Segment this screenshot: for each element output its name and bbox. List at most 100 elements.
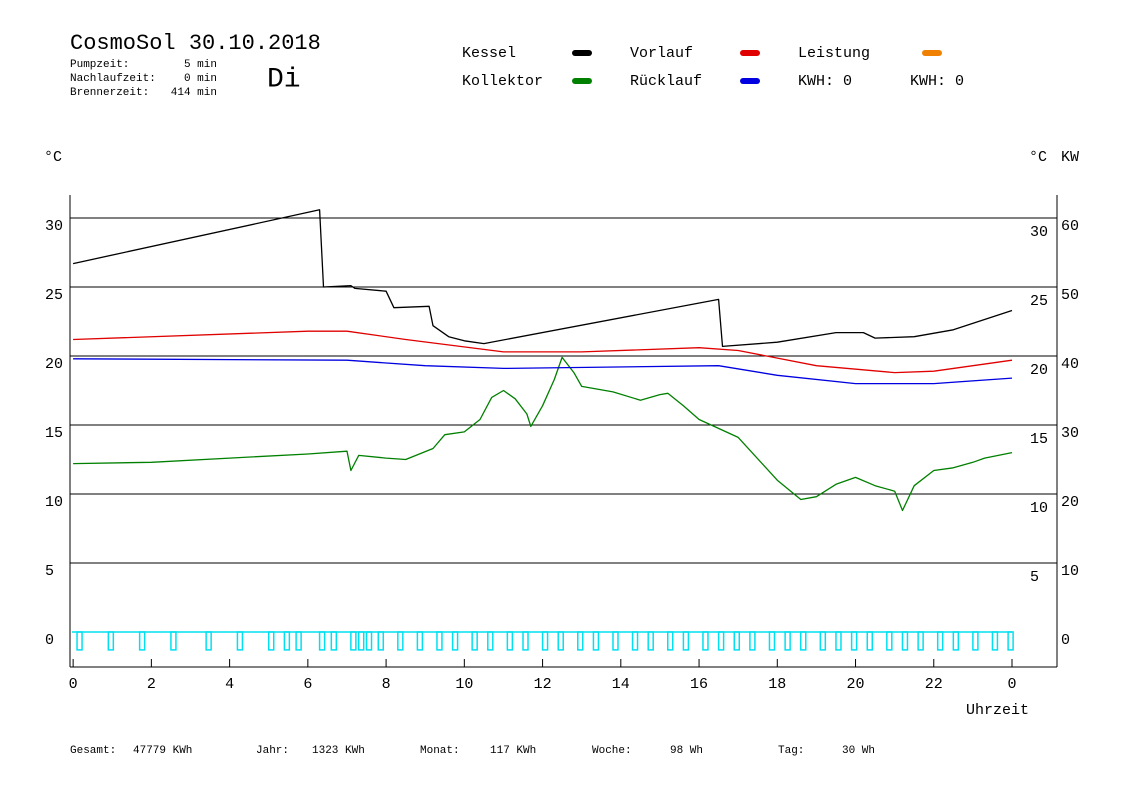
pump-pulse	[107, 631, 115, 651]
pump-pulse	[866, 631, 874, 651]
x-tick-label: 6	[303, 676, 312, 693]
x-tick-label: 18	[768, 676, 786, 693]
pump-pulse	[522, 631, 529, 651]
y-tick-label: 30	[45, 218, 63, 235]
pump-pulse	[236, 631, 244, 651]
pump-pulse	[749, 631, 756, 651]
chart-title: CosmoSol 30.10.2018	[70, 31, 321, 56]
pump-pulse	[76, 631, 83, 651]
pump-pulse	[901, 631, 909, 651]
y-axis-label: °C	[44, 149, 62, 166]
x-tick-label: 12	[534, 676, 552, 693]
pump-pulse	[733, 631, 741, 651]
footer-value: 117 KWh	[490, 745, 536, 757]
pump-pulse	[784, 631, 791, 651]
x-tick-label: 0	[1008, 676, 1017, 693]
kwh-label: KWH: 0	[910, 73, 964, 90]
x-tick-label: 4	[225, 676, 234, 693]
series-line	[73, 356, 1013, 512]
y-tick-label: 25	[45, 287, 63, 304]
pump-pulse	[487, 631, 494, 651]
legend-label: Kollektor	[462, 73, 543, 90]
footer-label: Gesamt:	[70, 745, 116, 757]
y2-celsius-tick-label: 20	[1030, 362, 1048, 379]
info-label: Brennerzeit:	[70, 87, 149, 99]
pump-pulse	[592, 631, 600, 651]
footer-label: Monat:	[420, 745, 460, 757]
y2-tick-label: 30	[1061, 425, 1079, 442]
pump-pulse	[138, 631, 146, 651]
legend-label: Kessel	[462, 45, 516, 62]
pump-pulse	[850, 631, 858, 651]
y2-tick-label: 10	[1061, 563, 1079, 580]
footer-value: 30 Wh	[842, 745, 875, 757]
pump-pulse	[318, 631, 326, 651]
pump-pulse	[170, 631, 177, 651]
pump-pulse	[365, 631, 373, 651]
pump-pulse	[936, 631, 944, 651]
series-line	[72, 209, 1013, 348]
info-value: 5 min	[184, 59, 217, 71]
y-tick-label: 20	[45, 356, 63, 373]
pump-pulse	[471, 631, 478, 651]
y2-axis-label-celsius: °C	[1029, 149, 1047, 166]
pump-pulse	[667, 631, 674, 651]
x-tick-label: 2	[147, 676, 156, 693]
pump-pulse	[283, 631, 291, 651]
footer-label: Woche:	[592, 745, 632, 757]
x-tick-label: 10	[455, 676, 473, 693]
info-label: Nachlaufzeit:	[70, 73, 156, 85]
series-line	[73, 358, 1013, 385]
x-axis-label: Uhrzeit	[966, 702, 1029, 719]
pump-pulse	[357, 631, 365, 651]
pump-pulse	[768, 631, 776, 651]
pump-pulse	[295, 631, 302, 651]
series-line	[73, 330, 1013, 374]
footer-label: Tag:	[778, 745, 804, 757]
legend-label: Vorlauf	[630, 45, 693, 62]
pump-pulse	[835, 631, 842, 651]
pump-pulse	[717, 631, 725, 651]
info-value: 414 min	[171, 87, 217, 99]
footer-value: 47779 KWh	[133, 745, 192, 757]
y-tick-label: 10	[45, 494, 63, 511]
y2-tick-label: 40	[1061, 356, 1079, 373]
pump-pulse	[577, 631, 584, 651]
pump-pulse	[631, 631, 639, 651]
pump-pulse	[451, 631, 459, 651]
pump-pulse	[541, 631, 549, 651]
pump-pulse	[991, 631, 999, 651]
legend-label: Rücklauf	[630, 73, 702, 90]
x-tick-label: 14	[612, 676, 630, 693]
pump-pulse	[682, 631, 690, 651]
y2-celsius-tick-label: 15	[1030, 431, 1048, 448]
pump-pulse	[397, 631, 404, 651]
pump-pulse	[377, 631, 385, 651]
pump-pulse	[267, 631, 275, 651]
pump-pulse	[819, 631, 827, 651]
y-tick-label: 0	[45, 632, 54, 649]
info-label: Pumpzeit:	[70, 59, 129, 71]
pump-pulse	[436, 631, 443, 651]
pump-pulse	[647, 631, 654, 651]
pump-pulse	[800, 631, 807, 651]
pump-pulse	[702, 631, 709, 651]
x-tick-label: 16	[690, 676, 708, 693]
pump-pulse	[886, 631, 893, 651]
y2-celsius-tick-label: 10	[1030, 500, 1048, 517]
y2-celsius-tick-label: 25	[1030, 293, 1048, 310]
footer-value: 1323 KWh	[312, 745, 365, 757]
y2-axis-label: KW	[1061, 149, 1079, 166]
x-tick-label: 8	[382, 676, 391, 693]
kwh-label: KWH: 0	[798, 73, 852, 90]
pump-pulse	[917, 631, 924, 651]
pump-pulse	[612, 631, 619, 651]
pump-pulse	[972, 631, 979, 651]
y2-tick-label: 60	[1061, 218, 1079, 235]
pump-pulse	[330, 631, 338, 651]
pump-pulse	[416, 631, 424, 651]
y-tick-label: 15	[45, 425, 63, 442]
x-tick-label: 22	[925, 676, 943, 693]
